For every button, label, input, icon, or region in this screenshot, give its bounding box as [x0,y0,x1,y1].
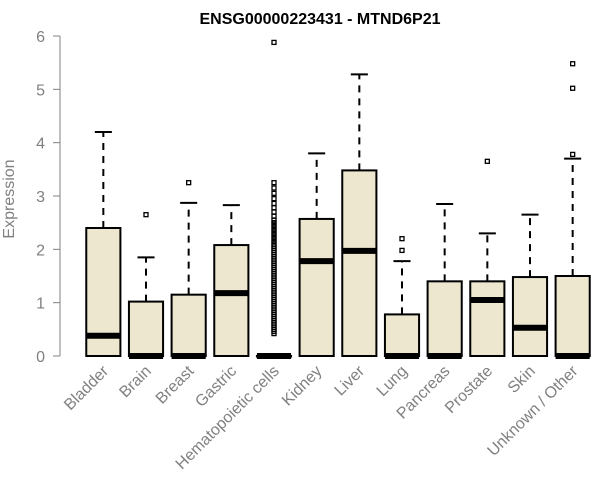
box-group-liver [341,73,378,357]
outlier-point [399,236,405,242]
box [127,300,165,358]
box [341,169,378,357]
outlier-point [570,151,576,158]
box [554,275,591,357]
outlier-point [271,228,277,234]
outlier-point [271,185,277,191]
outlier-point [271,225,277,231]
box-group-unknown-other [554,61,591,359]
box [170,293,207,357]
outlier-point [570,61,576,67]
outlier-point [271,238,277,244]
outlier-point [271,209,277,215]
x-tick-label: Prostate [442,363,496,417]
outlier-point [271,220,277,226]
outlier-point [271,241,277,247]
y-tick-label: 6 [36,29,45,46]
box-group-breast [170,180,207,359]
chart-title: ENSG00000223431 - MTND6P21 [199,11,440,28]
box-group-kidney [298,152,335,357]
box [298,217,335,357]
box-group-prostate [469,158,506,358]
outlier-point [143,212,149,218]
outlier-point [271,230,277,236]
x-tick-label: Skin [505,363,539,397]
box [383,313,421,357]
outlier-point [271,205,277,211]
box [469,280,506,358]
outlier-point [271,196,277,202]
outlier-point [271,222,277,228]
x-tick-label: Bladder [61,362,112,413]
box-group-gastric [213,204,250,357]
x-tick-label: Lung [374,363,411,400]
y-axis-title: Expression [1,159,18,238]
plot-area [85,39,591,359]
outlier-point [271,180,277,186]
outlier-point [570,85,576,91]
box-group-brain [127,212,165,359]
box-group-hematopoietic-cells [255,39,293,359]
box-group-pancreas [426,203,463,359]
y-tick-label: 4 [36,136,45,153]
x-tick-label: Breast [153,362,198,407]
y-tick-label: 5 [36,82,45,99]
box-group-lung [383,236,421,359]
y-tick-label: 1 [36,296,45,313]
outlier-point [271,213,277,219]
outlier-point [399,247,405,254]
y-tick-label: 2 [36,242,45,259]
y-axis: 0 1 2 3 4 5 6 [36,29,61,366]
y-tick-label: 3 [36,189,45,206]
outlier-point [271,190,277,196]
outlier-point [271,233,277,239]
outlier-point [484,158,490,164]
box-group-skin [511,213,549,358]
outlier-point [271,39,277,46]
box-group-bladder [85,131,122,357]
outlier-point [186,180,192,186]
box [426,280,463,358]
outlier-point [271,200,277,207]
outlier-point [271,236,277,242]
x-tick-label: Brain [116,363,154,401]
box [213,244,250,357]
box [511,276,549,358]
x-tick-label: Liver [332,362,369,399]
y-tick-label: 0 [36,349,45,366]
x-tick-label: Kidney [279,363,326,410]
